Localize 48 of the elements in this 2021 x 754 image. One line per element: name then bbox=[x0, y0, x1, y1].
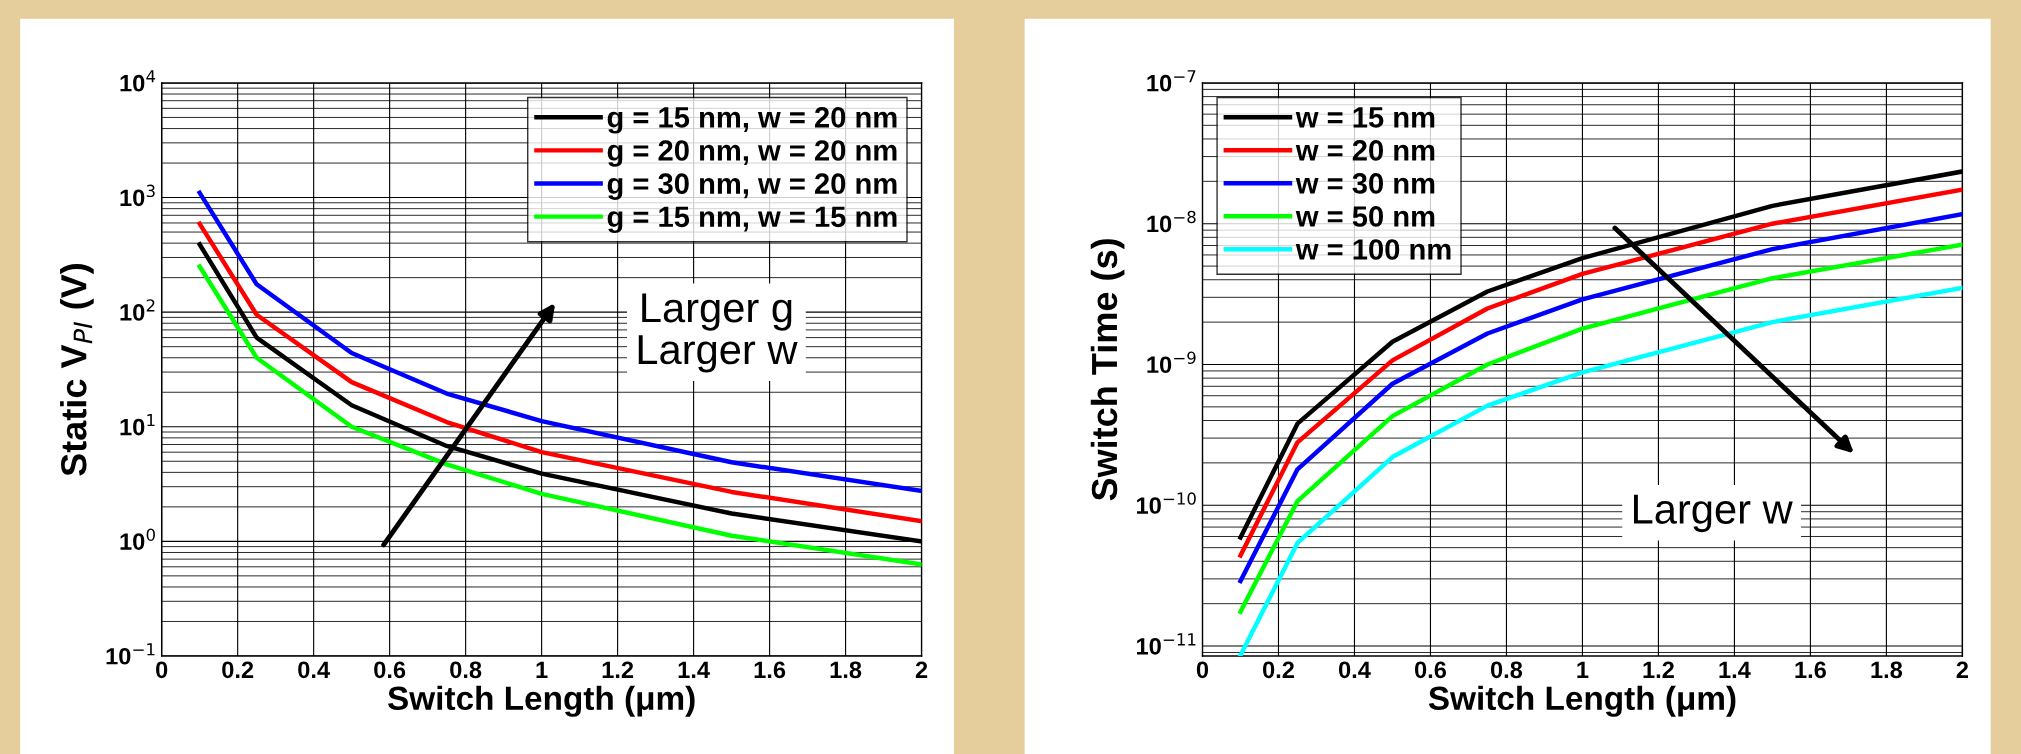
legend-label: g = 30 nm, w = 20 nm bbox=[607, 173, 897, 200]
x-tick-label: 0.8 bbox=[1490, 661, 1523, 679]
x-tick-label: 0.6 bbox=[374, 661, 406, 679]
x-tick-label: 1.2 bbox=[1643, 661, 1674, 678]
x-tick-label: 0.4 bbox=[298, 661, 330, 679]
legend-label: w = 15 nm bbox=[1295, 107, 1435, 128]
x-tick-label: 1.8 bbox=[830, 661, 862, 679]
x-tick-label: 0.8 bbox=[450, 661, 482, 679]
x-tick-label: 1.4 bbox=[678, 661, 710, 678]
x-tick-label: 1.4 bbox=[1719, 661, 1751, 678]
y-axis-title: Static V$_{PI}$ (V) bbox=[60, 264, 94, 476]
y-tick-label: 10$^{−7}$ bbox=[1147, 70, 1196, 92]
legend-label: g = 15 nm, w = 15 nm bbox=[607, 206, 897, 234]
x-tick-label: 1.6 bbox=[754, 661, 786, 679]
y-tick-label: 10$^{−9}$ bbox=[1147, 351, 1196, 374]
x-tick-label: 1.6 bbox=[1795, 661, 1826, 679]
y-tick-label: 10$^{0}$ bbox=[120, 528, 155, 550]
y-tick-label: 10$^{3}$ bbox=[120, 184, 155, 207]
y-tick-label: 10$^{4}$ bbox=[120, 70, 156, 92]
x-axis-title: Switch Length (μm) bbox=[387, 685, 695, 717]
annotation: Larger g Larger w bbox=[638, 293, 798, 373]
x-tick-label: 0.4 bbox=[1339, 661, 1371, 679]
legend-label: w = 20 nm bbox=[1295, 140, 1435, 161]
y-tick-label: 10$^{−8}$ bbox=[1147, 210, 1196, 233]
legend-label: w = 30 nm bbox=[1295, 173, 1435, 194]
y-tick-label: 10$^{1}$ bbox=[120, 414, 155, 436]
legend-label: g = 20 nm, w = 20 nm bbox=[607, 140, 897, 167]
x-tick-label: 1 bbox=[536, 661, 548, 678]
x-tick-label: 0 bbox=[1196, 661, 1209, 679]
x-axis-title: Switch Length (μm) bbox=[1428, 685, 1736, 717]
legend-label: w = 100 nm bbox=[1295, 239, 1451, 260]
legend-label: w = 50 nm bbox=[1295, 206, 1435, 227]
x-tick-label: 0.6 bbox=[1414, 661, 1447, 679]
x-tick-label: 1.2 bbox=[602, 661, 634, 678]
y-axis-title: Switch Time (s) bbox=[1090, 239, 1125, 501]
legend-label: g = 15 nm, w = 20 nm bbox=[607, 107, 897, 134]
x-tick-label: 1 bbox=[1577, 661, 1589, 678]
x-tick-label: 0.2 bbox=[1263, 661, 1294, 679]
x-tick-label: 2 bbox=[915, 661, 928, 678]
y-tick-label: 10$^{−11}$ bbox=[1137, 633, 1196, 655]
x-tick-label: 0 bbox=[156, 661, 168, 679]
y-tick-label: 10$^{−10}$ bbox=[1137, 492, 1196, 514]
y-tick-label: 10$^{2}$ bbox=[120, 299, 155, 321]
x-tick-label: 0.2 bbox=[222, 661, 254, 679]
x-tick-label: 2 bbox=[1956, 661, 1969, 678]
y-tick-label: 10$^{−1}$ bbox=[106, 643, 155, 665]
x-tick-label: 1.8 bbox=[1871, 661, 1903, 679]
annotation: Larger w bbox=[1633, 494, 1793, 533]
